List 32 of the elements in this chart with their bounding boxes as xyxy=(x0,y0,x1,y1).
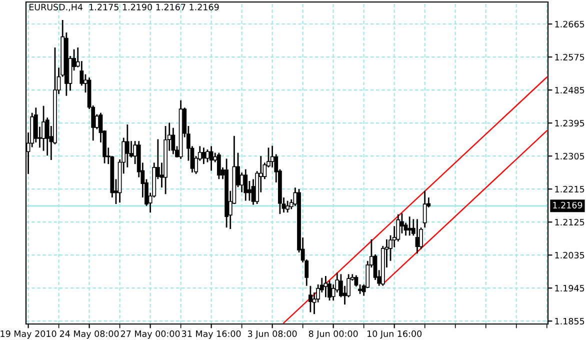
x-tick-label: 27 May 00:00 xyxy=(120,330,180,339)
candlestick xyxy=(408,216,412,236)
y-tick-label: 1.2125 xyxy=(555,218,584,226)
candlestick xyxy=(209,146,214,171)
candlestick xyxy=(216,152,221,180)
candlestick xyxy=(308,286,312,312)
y-tick-label: 1.1855 xyxy=(555,318,584,325)
y-tick-label: 1.2305 xyxy=(555,152,584,160)
candlestick xyxy=(422,190,427,228)
chart-title: EURUSD.,H4 1.2175 1.2190 1.2167 1.2169 xyxy=(29,4,219,12)
x-tick-label: 8 Jun 00:00 xyxy=(308,330,358,339)
candlestick xyxy=(42,106,46,151)
y-tick-label: 1.2665 xyxy=(555,20,584,28)
candlestick xyxy=(324,276,328,298)
y-tick-label: 1.2575 xyxy=(555,54,584,60)
x-tick-label: 24 May 08:00 xyxy=(60,330,119,339)
x-tick-label: 19 May 2010 xyxy=(0,330,56,339)
candlestick xyxy=(202,148,206,164)
x-tick-label: 10 Jun 16:00 xyxy=(368,330,422,339)
candlestick xyxy=(286,200,290,212)
ref-line-label: 1.2169 xyxy=(553,202,582,208)
candlestick xyxy=(244,169,248,201)
y-tick-label: 1.2395 xyxy=(555,120,584,126)
y-tick-label: 1.1945 xyxy=(555,284,584,292)
candlestick xyxy=(125,124,130,168)
y-tick-label: 1.2035 xyxy=(555,252,584,258)
x-tick-label: 3 Jun 08:00 xyxy=(248,330,297,339)
x-tick-label: 31 May 16:00 xyxy=(182,330,241,339)
y-tick-label: 1.2485 xyxy=(555,86,584,94)
y-tick-label: 1.2215 xyxy=(555,186,584,192)
candlestick xyxy=(415,219,420,254)
candlestick xyxy=(206,149,210,162)
